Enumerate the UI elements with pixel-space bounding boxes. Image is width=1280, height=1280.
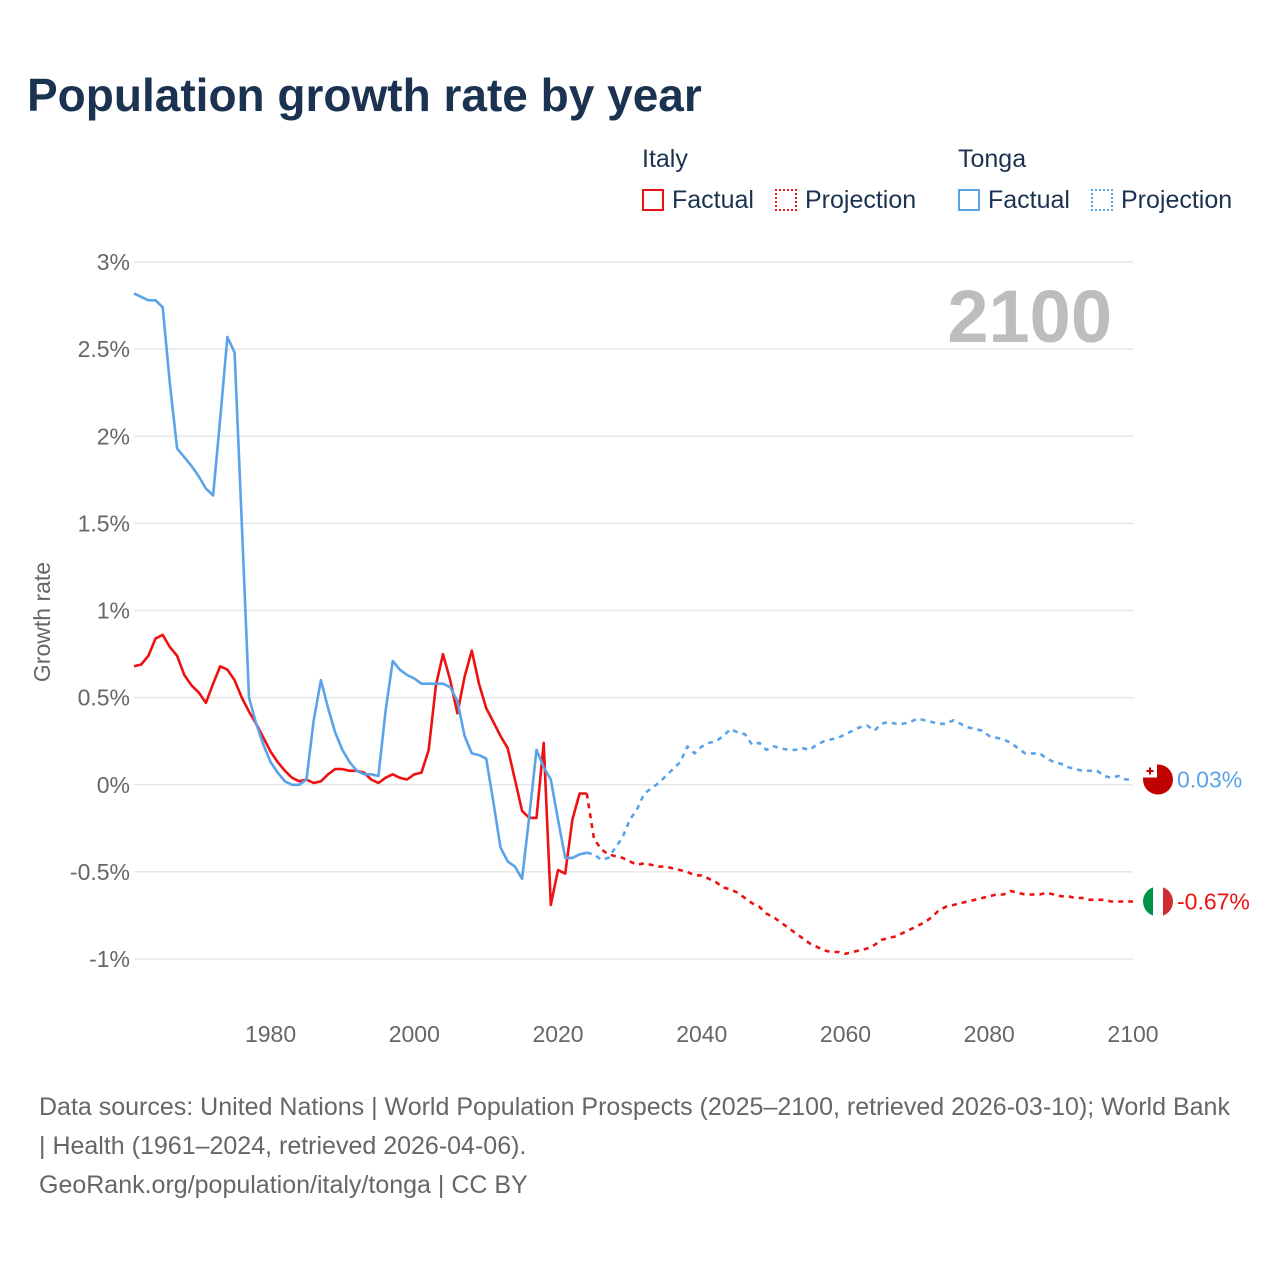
- x-tick-label: 1980: [245, 1021, 296, 1047]
- y-tick-label: 0.5%: [78, 685, 130, 711]
- italy-flag-icon: [1143, 886, 1173, 917]
- legend-label: Factual: [672, 186, 754, 214]
- source-link[interactable]: GeoRank.org/population/italy/tonga | CC …: [39, 1171, 528, 1199]
- legend-label: Projection: [805, 186, 917, 214]
- tonga-projection-line: [586, 717, 1133, 862]
- legend-group-tonga: Tonga: [958, 145, 1027, 173]
- y-axis-label: Growth rate: [29, 562, 55, 682]
- data-sources: Data sources: United Nations | World Pop…: [39, 1093, 1230, 1160]
- x-tick-label: 2060: [820, 1021, 871, 1047]
- solid-swatch-icon: [642, 189, 664, 211]
- y-tick-label: 1%: [97, 598, 130, 624]
- y-tick-label: 2%: [97, 423, 130, 449]
- italy-end-value-label: -0.67%: [1177, 888, 1250, 914]
- italy-projection-line: [585, 793, 1133, 956]
- line-chart: 3% 2.5% 2% 1.5% 1% 0.5% 0% -0.5% -1% 1980 2000 2020…: [29, 249, 1250, 1047]
- y-tick-label: -1%: [89, 946, 130, 972]
- x-tick-label: 2040: [676, 1021, 727, 1047]
- legend-italy-projection[interactable]: Projection: [775, 186, 916, 215]
- x-tick-label: 2100: [1107, 1021, 1158, 1047]
- y-tick-label: 0%: [97, 772, 130, 798]
- dotted-swatch-icon: [1091, 189, 1113, 211]
- legend-label: Factual: [988, 186, 1070, 214]
- x-tick-label: 2000: [389, 1021, 440, 1047]
- year-indicator: 2100: [947, 275, 1112, 358]
- x-tick-label: 2020: [532, 1021, 583, 1047]
- y-tick-label: 2.5%: [78, 336, 130, 362]
- legend-group-italy: Italy: [642, 145, 688, 173]
- tonga-end-value-label: 0.03%: [1177, 767, 1242, 793]
- solid-swatch-icon: [958, 189, 980, 211]
- footer: Data sources: United Nations | World Pop…: [39, 1088, 1239, 1205]
- chart-title: Population growth rate by year: [27, 69, 702, 121]
- italy-factual-line: [133, 633, 587, 907]
- y-tick-label: 1.5%: [78, 510, 130, 536]
- y-tick-label: -0.5%: [70, 859, 130, 885]
- y-tick-label: 3%: [97, 249, 130, 275]
- legend-label: Projection: [1121, 186, 1233, 214]
- legend-tonga-projection[interactable]: Projection: [1091, 186, 1232, 215]
- tonga-flag-icon: [1143, 764, 1173, 795]
- x-tick-label: 2080: [964, 1021, 1015, 1047]
- tonga-factual-line: [133, 292, 588, 881]
- dotted-swatch-icon: [775, 189, 797, 211]
- legend-tonga-factual[interactable]: Factual: [958, 186, 1070, 215]
- legend-italy-factual[interactable]: Factual: [642, 186, 754, 215]
